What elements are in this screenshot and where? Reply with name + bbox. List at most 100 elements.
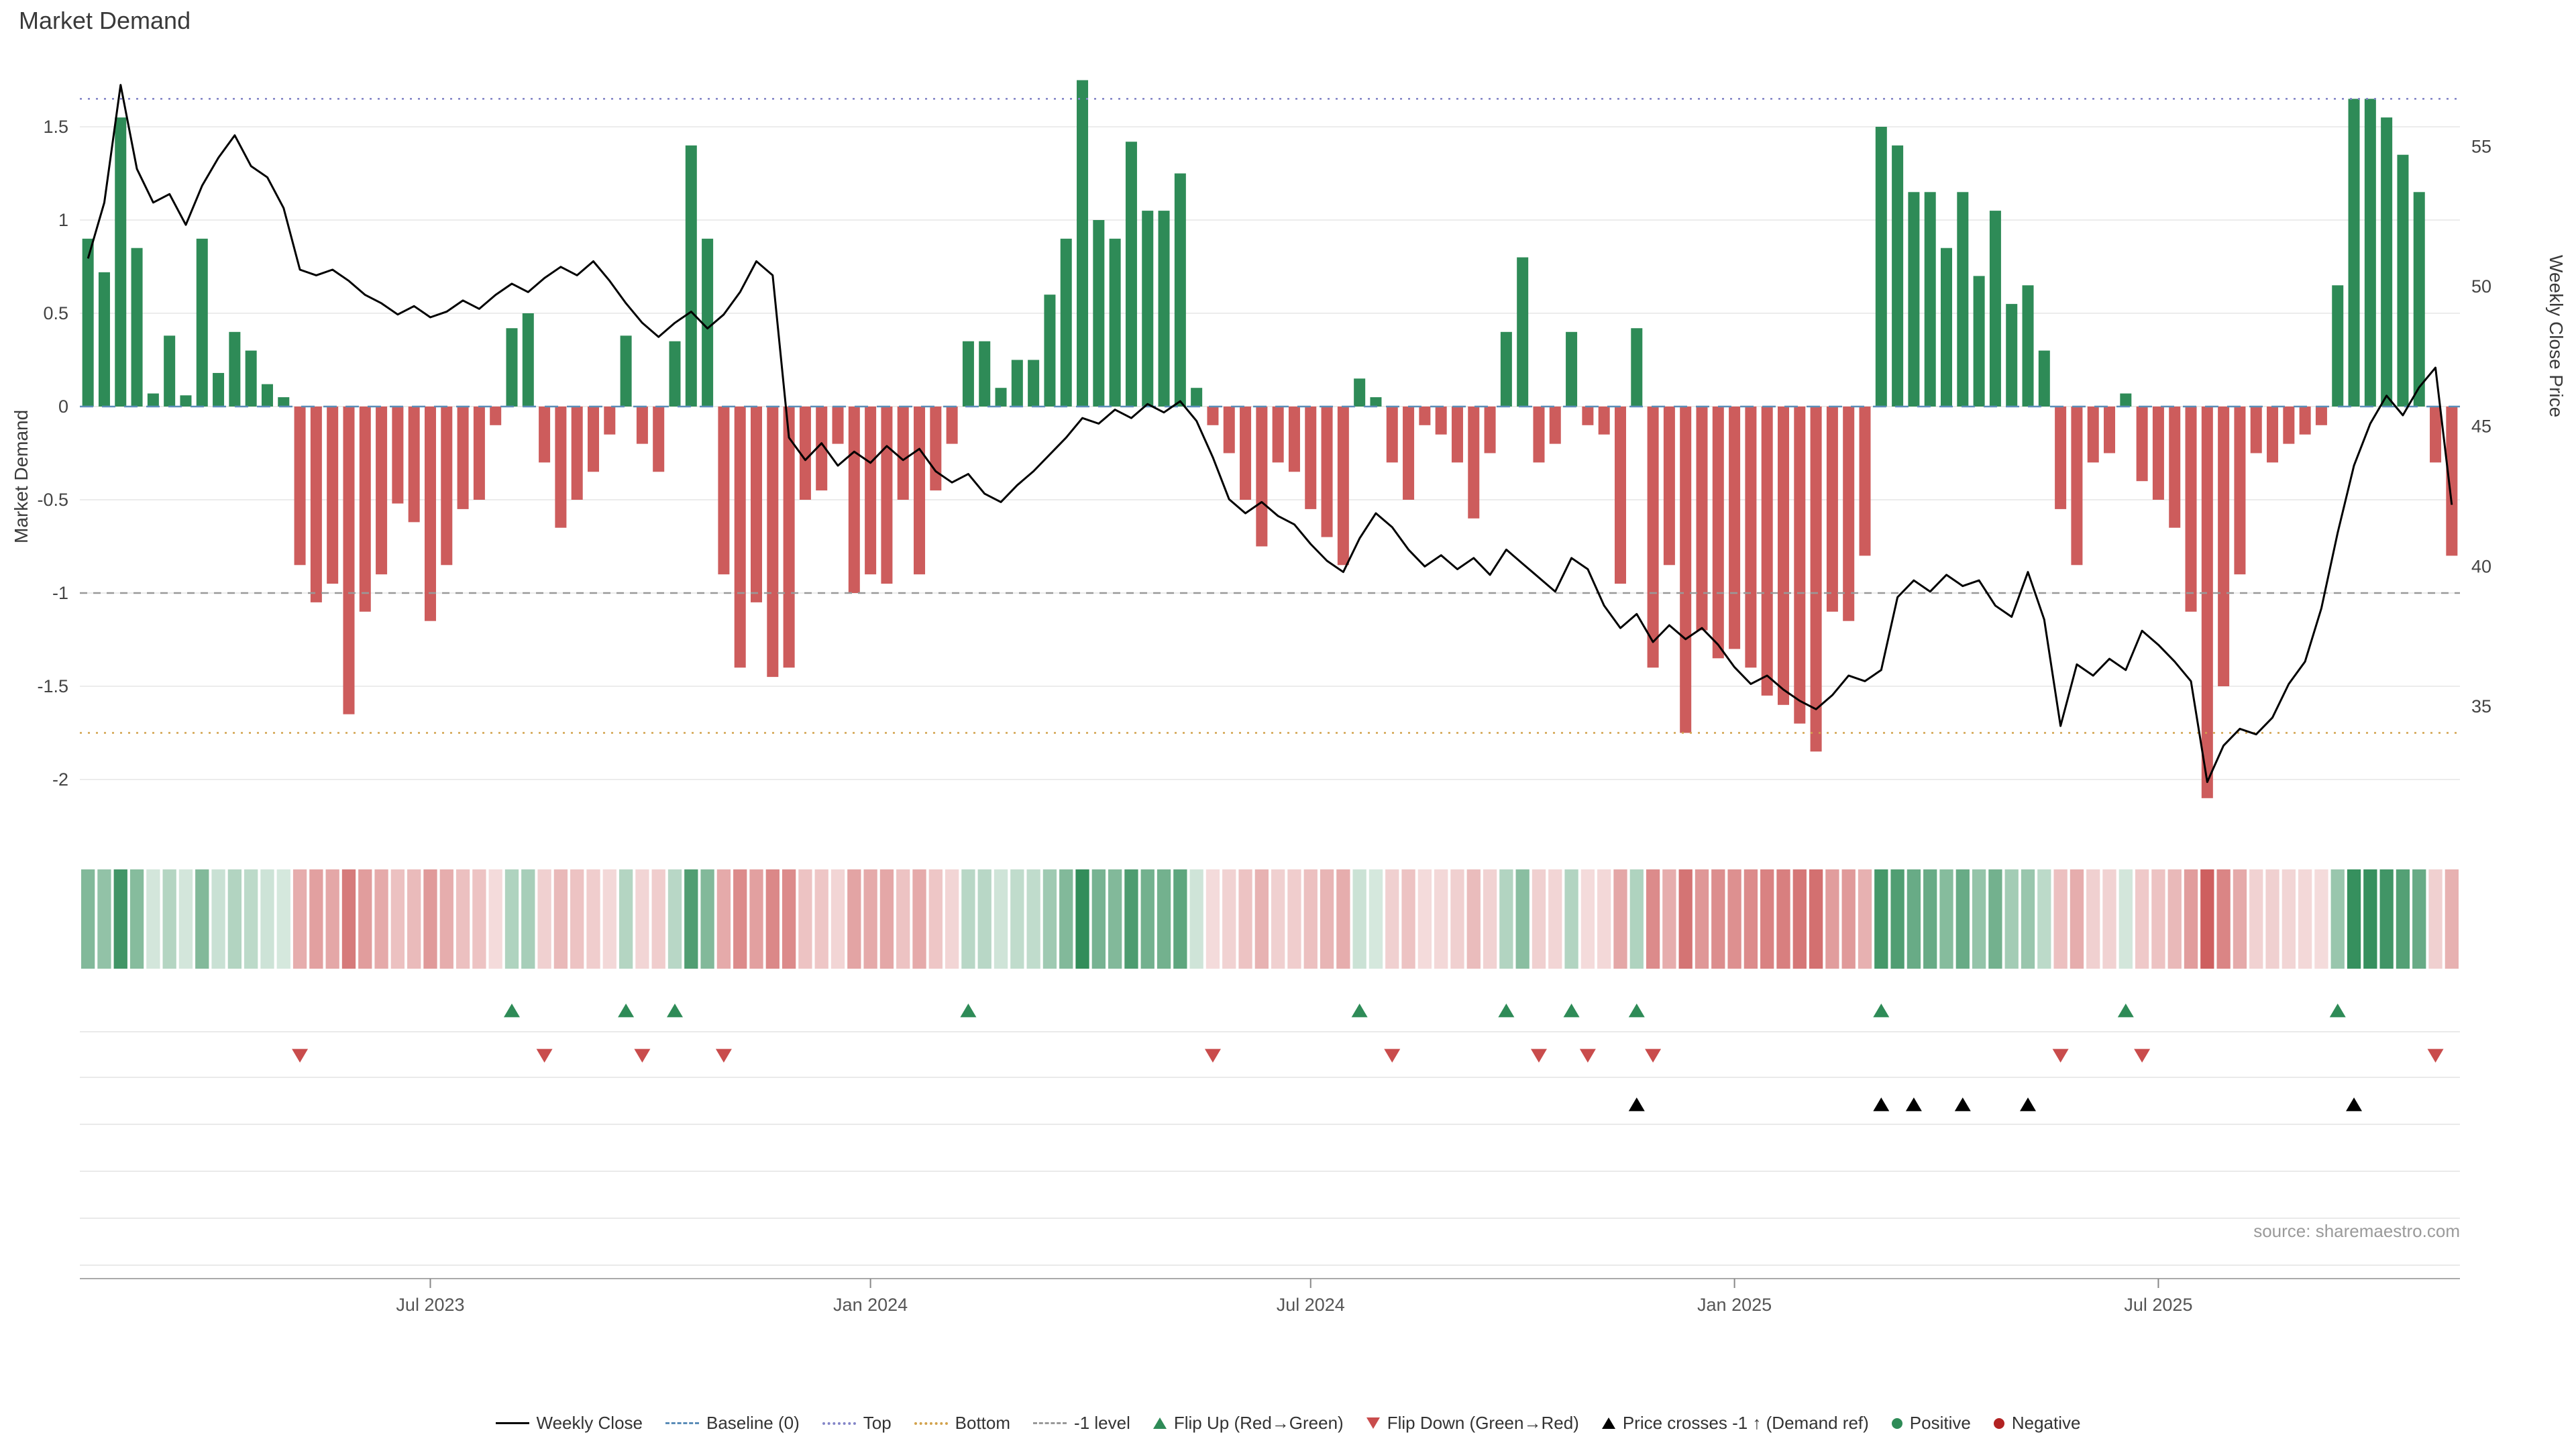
heatmap-cell (455, 869, 470, 969)
demand-bar (2413, 192, 2425, 407)
demand-bar (1272, 407, 1284, 463)
demand-bar (1468, 407, 1480, 519)
demand-bar (1826, 407, 1838, 612)
demand-bar (1712, 407, 1724, 659)
demand-bar (2283, 407, 2295, 444)
left-tick-label: -0.5 (37, 490, 68, 510)
heatmap-cell (2102, 869, 2116, 969)
demand-bar (636, 407, 648, 444)
heatmap-cell (260, 869, 274, 969)
demand-bar (1696, 407, 1708, 631)
heatmap-cell (1613, 869, 1627, 969)
demand-bar (2397, 154, 2409, 407)
heatmap-cell (374, 869, 388, 969)
left-tick-label: -1 (52, 583, 68, 603)
heatmap-cell (2216, 869, 2231, 969)
heatmap-cell (1564, 869, 1578, 969)
right-axis-title: Weekly Close Price (2546, 255, 2567, 418)
legend-item: Baseline (0) (665, 1413, 800, 1434)
heatmap-cell (814, 869, 828, 969)
heatmap-cell (961, 869, 975, 969)
demand-bar (1403, 407, 1415, 500)
demand-bar (2381, 117, 2393, 407)
legend-item: Weekly Close (495, 1413, 643, 1434)
demand-bar (1859, 407, 1871, 556)
heatmap-cell (1532, 869, 1546, 969)
demand-bar (1810, 407, 1822, 752)
legend-item-label: Negative (2011, 1413, 2081, 1433)
legend-item: Price crosses -1 ↑ (Demand ref) (1601, 1413, 1869, 1434)
demand-bar (2087, 407, 2099, 463)
demand-bar (702, 238, 714, 407)
demand-bar (816, 407, 828, 491)
legend-glyph-dashes (1033, 1422, 1067, 1424)
demand-bar (2169, 407, 2181, 528)
heatmap-cell (521, 869, 535, 969)
heatmap-cell (2445, 869, 2459, 969)
demand-bar (1794, 407, 1806, 724)
left-tick-label: 0 (58, 396, 68, 417)
demand-bar (914, 407, 926, 575)
heatmap-cell (1124, 869, 1138, 969)
x-tick-label: Jul 2025 (2124, 1295, 2192, 1315)
demand-bar (587, 407, 599, 472)
heatmap-cell (1417, 869, 1432, 969)
legend-item-label: -1 level (1074, 1413, 1130, 1433)
demand-bar (131, 248, 143, 407)
price-cross-markers (1628, 1097, 2363, 1112)
heatmap-cell (439, 869, 453, 969)
heatmap-cell (619, 869, 633, 969)
heatmap-cell (1205, 869, 1220, 969)
demand-bar (1158, 211, 1170, 407)
legend-item: Top (822, 1413, 892, 1434)
heatmap-strip (81, 869, 2459, 969)
demand-bar (1957, 192, 1969, 407)
legend-item-label: Bottom (955, 1413, 1011, 1433)
demand-bar (1354, 378, 1366, 407)
demand-bar (1875, 127, 1887, 407)
demand-bar (1598, 407, 1610, 435)
demand-bar (1451, 407, 1463, 463)
demand-bar (799, 407, 811, 500)
heatmap-cell (2249, 869, 2263, 969)
heatmap-cell (1907, 869, 1921, 969)
heatmap-cell (1108, 869, 1122, 969)
heatmap-cell (1923, 869, 1937, 969)
heatmap-cell (1075, 869, 1089, 969)
demand-bar (2152, 407, 2164, 500)
demand-bar (1337, 407, 1349, 566)
heatmap-cell (81, 869, 95, 969)
heatmap-cell (2118, 869, 2133, 969)
demand-bar (359, 407, 371, 612)
demand-bar (2120, 393, 2132, 407)
heatmap-cell (1140, 869, 1155, 969)
heatmap-cell (847, 869, 861, 969)
demand-bar (310, 407, 322, 602)
heatmap-cell (1352, 869, 1366, 969)
demand-bar (327, 407, 339, 584)
demand-bar (718, 407, 730, 575)
demand-bar (2022, 285, 2034, 407)
demand-bar (2299, 407, 2311, 435)
demand-bar (1028, 360, 1040, 407)
demand-bar (82, 238, 94, 407)
reference-lines (80, 98, 2460, 734)
heatmap-cell (1026, 869, 1040, 969)
heatmap-cell (1874, 869, 1888, 969)
demand-bar (1011, 360, 1023, 407)
y-axis-right: 55 50 45 40 35 (2471, 136, 2491, 716)
heatmap-cell (195, 869, 209, 969)
demand-bar (1077, 80, 1089, 407)
heatmap-cell (602, 869, 616, 969)
heatmap-cell (2412, 869, 2426, 969)
heatmap-cell (586, 869, 600, 969)
heatmap-cell (162, 869, 176, 969)
heatmap-cell (1173, 869, 1187, 969)
source-watermark: source: sharemaestro.com (2253, 1221, 2460, 1241)
heatmap-cell (244, 869, 258, 969)
heatmap-cell (945, 869, 959, 969)
heatmap-cell (2379, 869, 2394, 969)
left-tick-label: -1.5 (37, 676, 68, 696)
heatmap-cell (863, 869, 877, 969)
demand-bar (115, 117, 127, 407)
